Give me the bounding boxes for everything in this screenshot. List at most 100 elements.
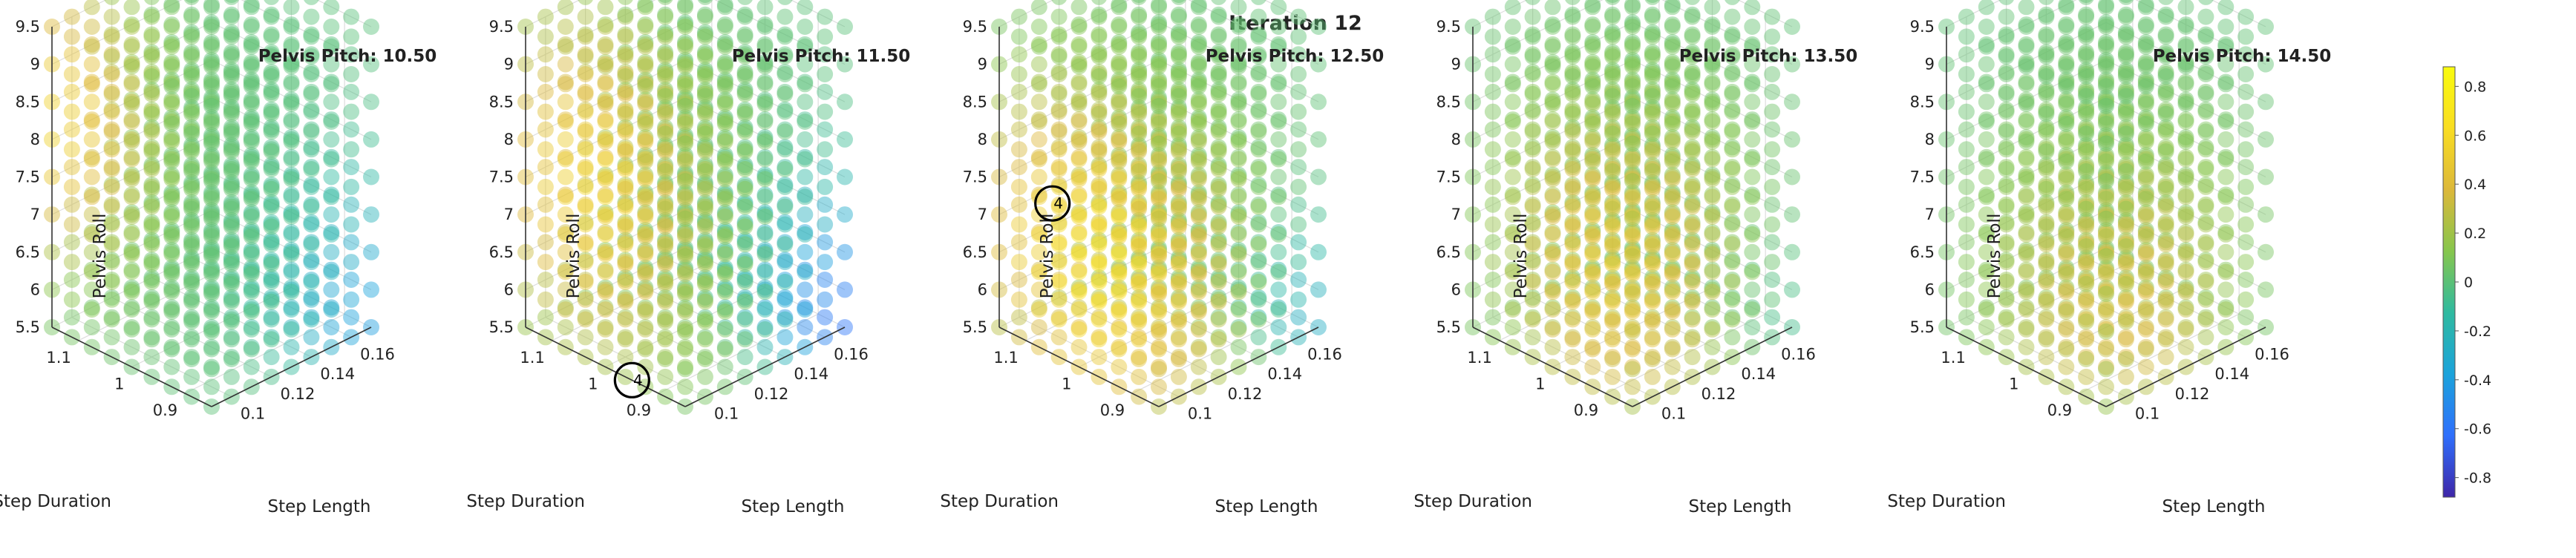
- data-point: [283, 93, 300, 111]
- data-point: [617, 64, 634, 81]
- data-point: [1624, 361, 1641, 378]
- data-point: [1230, 261, 1247, 278]
- data-point: [283, 111, 300, 128]
- data-point: [1664, 186, 1681, 203]
- data-point: [2197, 123, 2214, 140]
- data-point: [1170, 249, 1187, 266]
- data-point: [677, 168, 693, 186]
- data-point: [1624, 171, 1641, 188]
- data-point: [696, 46, 713, 63]
- data-point: [756, 133, 774, 150]
- data-point: [837, 93, 853, 111]
- data-point: [223, 291, 240, 308]
- data-point: [617, 139, 634, 156]
- data-point: [1704, 299, 1721, 316]
- data-point: [637, 0, 654, 16]
- data-point: [1584, 188, 1601, 206]
- data-point: [1644, 180, 1661, 197]
- data-point: [2098, 202, 2114, 219]
- data-point: [1151, 91, 1167, 108]
- data-point: [1250, 289, 1267, 306]
- data-point: [1250, 254, 1267, 271]
- data-point: [1604, 331, 1621, 348]
- data-point: [1030, 281, 1047, 298]
- data-point: [1684, 161, 1701, 177]
- data-point: [1584, 299, 1601, 316]
- data-point: [1091, 194, 1108, 211]
- data-point: [696, 180, 713, 197]
- data-point: [2078, 163, 2095, 180]
- data-point: [1544, 129, 1561, 145]
- data-point: [1704, 131, 1721, 148]
- data-point: [1644, 123, 1661, 140]
- x-tick-label: 0.12: [1228, 385, 1263, 403]
- data-point: [1270, 186, 1287, 203]
- data-point: [223, 196, 240, 213]
- data-point: [1190, 191, 1207, 208]
- data-point: [1684, 252, 1701, 269]
- data-point: [263, 64, 280, 81]
- data-point: [223, 178, 240, 195]
- data-point: [577, 309, 594, 326]
- data-point: [2058, 109, 2075, 126]
- data-point: [777, 159, 794, 176]
- data-point: [696, 157, 713, 174]
- data-point: [797, 114, 814, 130]
- data-point: [223, 275, 240, 292]
- data-point: [1131, 249, 1148, 266]
- data-point: [537, 254, 554, 271]
- data-point: [243, 299, 260, 316]
- data-point: [797, 56, 814, 73]
- data-point: [736, 83, 753, 100]
- data-point: [1070, 38, 1088, 55]
- data-point: [343, 159, 360, 176]
- data-point: [243, 222, 260, 239]
- data-point: [677, 261, 693, 278]
- data-point: [243, 281, 260, 298]
- data-point: [2258, 206, 2274, 223]
- data-point: [1624, 259, 1641, 276]
- data-point: [1624, 210, 1641, 227]
- data-point: [1604, 141, 1621, 158]
- data-point: [243, 0, 260, 13]
- data-point: [736, 119, 753, 136]
- data-point: [597, 168, 614, 186]
- data-point: [243, 151, 260, 168]
- data-point: [303, 141, 320, 158]
- data-point: [1784, 206, 1800, 223]
- data-point: [1524, 252, 1541, 269]
- data-point: [657, 293, 674, 310]
- data-point: [1684, 157, 1701, 174]
- data-point: [797, 243, 814, 260]
- data-point: [696, 178, 713, 195]
- data-point: [283, 168, 300, 186]
- data-point: [2137, 53, 2154, 70]
- data-point: [2197, 236, 2214, 253]
- data-point: [736, 157, 753, 174]
- data-point: [696, 62, 713, 79]
- grid-line: [131, 286, 292, 368]
- data-point: [1131, 293, 1148, 310]
- data-point: [163, 153, 180, 170]
- data-point: [1131, 46, 1148, 63]
- data-point: [1724, 139, 1741, 156]
- data-point: [1524, 64, 1541, 81]
- axes: [525, 27, 846, 407]
- data-point: [1290, 309, 1307, 326]
- data-point: [696, 311, 713, 328]
- data-point: [1624, 0, 1641, 13]
- data-point: [1604, 44, 1621, 61]
- data-point: [2078, 331, 2095, 348]
- data-point: [323, 19, 340, 35]
- data-point: [163, 36, 180, 53]
- data-point: [1091, 139, 1108, 156]
- data-point: [677, 281, 693, 298]
- data-point: [223, 163, 240, 180]
- x-axis-label: Step Length: [1688, 497, 1791, 516]
- data-point: [637, 184, 654, 201]
- data-point: [817, 272, 834, 288]
- data-point: [1664, 283, 1681, 301]
- data-point: [1111, 56, 1128, 73]
- data-point: [203, 111, 220, 128]
- data-point: [323, 76, 340, 93]
